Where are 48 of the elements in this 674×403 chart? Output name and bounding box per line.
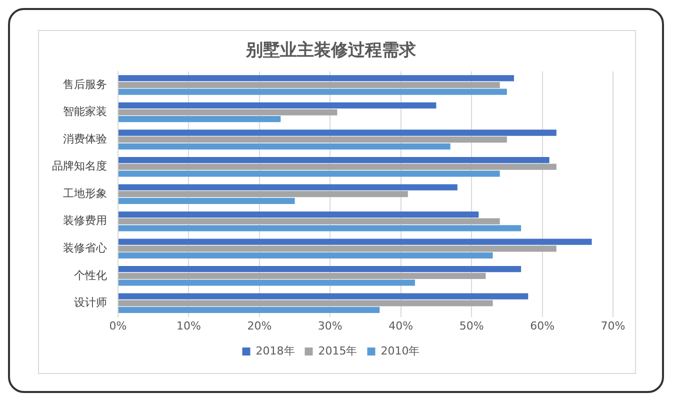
x-tick-label: 70% (600, 319, 626, 332)
bar (118, 211, 479, 218)
bar (118, 130, 556, 136)
bar (118, 88, 507, 95)
legend-label: 2018年 (256, 344, 295, 358)
bar (118, 109, 338, 116)
bar (118, 75, 514, 82)
bar (118, 136, 507, 143)
bar (118, 246, 556, 252)
x-tick-label: 50% (459, 319, 484, 332)
chart-title: 别墅业主装修过程需求 (245, 40, 417, 61)
bar (118, 198, 295, 204)
y-tick-label: 售后服务 (63, 78, 107, 91)
y-tick-label: 装修省心 (63, 241, 107, 254)
bar (118, 266, 522, 272)
y-tick-label: 装修费用 (63, 214, 107, 228)
legend-label: 2010年 (380, 344, 420, 358)
bar (118, 300, 493, 306)
y-tick-label: 设计师 (74, 296, 107, 310)
bar (118, 293, 528, 300)
bar (118, 225, 522, 232)
x-tick-label: 30% (318, 319, 342, 332)
bar (118, 252, 493, 259)
bar (118, 306, 380, 314)
bar (118, 82, 500, 88)
x-tick-label: 10% (176, 319, 201, 332)
y-tick-label: 消费体验 (63, 132, 107, 146)
bar (118, 143, 450, 150)
bar (118, 280, 415, 286)
bar (118, 184, 458, 190)
bar (118, 272, 486, 279)
y-tick-label: 智能家装 (63, 105, 107, 118)
bar (118, 116, 281, 122)
bar (118, 170, 500, 177)
legend-label: 2015年 (318, 344, 358, 358)
bar (118, 191, 408, 198)
x-tick-label: 40% (388, 319, 414, 332)
y-tick-label: 工地形象 (63, 186, 107, 200)
bar (118, 164, 556, 170)
bar (118, 218, 500, 224)
y-tick-label: 个性化 (74, 268, 107, 282)
bar (118, 102, 436, 109)
y-tick-label: 品牌知名度 (52, 160, 107, 173)
x-tick-label: 60% (530, 319, 555, 332)
x-tick-label: 0% (109, 319, 127, 332)
bar (118, 238, 592, 245)
x-tick-label: 20% (247, 319, 272, 332)
bar (118, 156, 550, 164)
